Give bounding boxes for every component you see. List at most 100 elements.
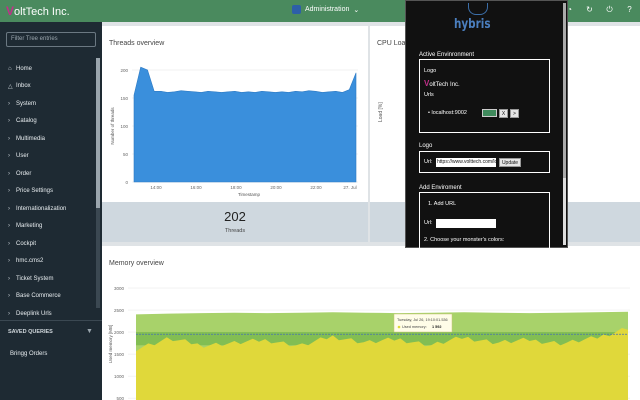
hybris-mark-icon xyxy=(468,3,488,15)
chevron-right-icon: › xyxy=(8,205,10,212)
tooltip-label: Used memory: xyxy=(402,325,427,329)
chevron-right-icon: › xyxy=(8,170,10,177)
chevron-right-icon: › xyxy=(8,293,10,300)
y-tick-label: 2000 xyxy=(114,330,125,335)
home-icon: ⌂ xyxy=(8,65,12,72)
sidebar-item-label: Order xyxy=(16,170,32,177)
bell-icon[interactable]: ◔ xyxy=(567,5,572,14)
sidebar-item-label: Base Commerce xyxy=(16,293,61,300)
chevron-right-icon: › xyxy=(8,153,10,160)
threads-count: 202 xyxy=(224,209,246,224)
y-tick-label: 100 xyxy=(120,124,128,129)
x-tick-label: 18:00 xyxy=(230,185,242,190)
cpu-title: CPU Load xyxy=(377,40,410,47)
env-color-swatch[interactable] xyxy=(482,109,497,117)
new-url-label: Url: xyxy=(424,220,433,226)
sidebar-item-cockpit[interactable]: › Cockpit xyxy=(0,235,96,253)
x-tick-label: 16:00 xyxy=(190,185,202,190)
sidebar-item-catalog[interactable]: › Catalog xyxy=(0,113,96,131)
sidebar-item-label: Price Settings xyxy=(16,188,54,195)
sidebar-item-base-commerce[interactable]: › Base Commerce xyxy=(0,288,96,306)
x-tick-label: 14:00 xyxy=(150,185,162,190)
tooltip-series-marker xyxy=(397,325,401,329)
active-env-box: Logo VoltTech Inc. Urls • localhost:9002… xyxy=(419,59,550,133)
popup-scrollbar[interactable] xyxy=(563,3,566,245)
chevron-right-icon: › xyxy=(8,188,10,195)
chevron-down-icon: ⌄ xyxy=(353,6,360,14)
sidebar-item-system[interactable]: › System xyxy=(0,95,96,113)
logo-label: Logo xyxy=(424,68,437,74)
inbox-icon: △ xyxy=(8,83,13,90)
threads-count-label: Threads xyxy=(224,228,246,234)
chevron-right-icon: › xyxy=(8,223,10,230)
filter-icon[interactable]: ▼ xyxy=(86,328,93,335)
y-tick-label: 200 xyxy=(120,68,128,73)
hybris-extension-popup: hybris Active Envinronment Logo VoltTech… xyxy=(405,0,568,250)
sidebar-item-hmc-cms2[interactable]: › hmc.cms2 xyxy=(0,253,96,271)
power-icon[interactable]: ⏻ xyxy=(606,5,613,14)
step-add-url: 1. Add URL xyxy=(428,201,457,207)
sidebar-item-price-settings[interactable]: › Price Settings xyxy=(0,183,96,201)
tooltip-value: 1 592 xyxy=(432,325,442,329)
logo-url-box: Url: https://www.volttech.com/lo Update xyxy=(419,151,550,173)
threads-chart: 200 150 100 50 0 14:00 16:00 18:00 20:00 22:00 27.… xyxy=(110,66,358,197)
logo-section-title: Logo xyxy=(419,143,433,149)
go-url-button[interactable]: > xyxy=(510,109,519,118)
y-tick-label: 150 xyxy=(120,96,128,101)
sidebar-item-label: Marketing xyxy=(16,223,43,230)
sidebar-item-internationalization[interactable]: › Internationalization xyxy=(0,200,96,218)
threads-title: Threads overview xyxy=(109,40,165,47)
update-button[interactable]: Update xyxy=(499,158,521,167)
add-env-title: Add Enviroment xyxy=(419,185,462,191)
chevron-right-icon: › xyxy=(8,240,10,247)
urls-label: Urls xyxy=(424,92,434,98)
admin-icon xyxy=(292,5,301,14)
saved-query-item[interactable]: Bringg Orders xyxy=(10,351,48,357)
sidebar-item-user[interactable]: › User xyxy=(0,148,96,166)
saved-queries-title: SAVED QUERIES xyxy=(8,329,53,335)
tooltip-date: Tuesday, Jul 26, 19:10:01.536 xyxy=(397,318,448,322)
chevron-right-icon: › xyxy=(8,258,10,265)
refresh-icon[interactable]: ↻ xyxy=(586,5,593,14)
help-icon[interactable]: ? xyxy=(627,5,632,14)
chevron-right-icon: › xyxy=(8,275,10,282)
sidebar: Filter Tree entries ⌂ Home △ Inbox › System › C… xyxy=(0,22,102,400)
sidebar-item-multimedia[interactable]: › Multimedia xyxy=(0,130,96,148)
brand-logo[interactable]: VoltTech Inc. xyxy=(6,4,70,18)
used-memory-area xyxy=(136,328,628,400)
y-tick-label: 500 xyxy=(116,396,124,400)
sidebar-item-deeplink-urls[interactable]: › Deeplink Urls xyxy=(0,305,96,323)
sidebar-item-label: Ticket System xyxy=(16,275,54,282)
remove-url-button[interactable]: X xyxy=(499,109,508,118)
active-env-title: Active Envinronment xyxy=(419,52,475,58)
chevron-right-icon: › xyxy=(8,135,10,142)
sidebar-item-label: Multimedia xyxy=(16,135,46,142)
logo-url-input[interactable]: https://www.volttech.com/lo xyxy=(436,158,496,167)
add-env-box: 1. Add URL Url: 2. Choose your monster's… xyxy=(419,192,550,250)
sidebar-item-inbox[interactable]: △ Inbox xyxy=(0,78,96,96)
memory-title: Memory overview xyxy=(109,260,164,267)
y-tick-label: 1000 xyxy=(114,374,125,379)
sidebar-item-order[interactable]: › Order xyxy=(0,165,96,183)
sidebar-item-label: Deeplink Urls xyxy=(16,310,52,317)
y-axis-label: Used memory [MB] xyxy=(108,325,113,364)
sidebar-item-label: Catalog xyxy=(16,118,37,125)
x-axis-label: Timestamp xyxy=(238,192,261,197)
sidebar-item-marketing[interactable]: › Marketing xyxy=(0,218,96,236)
x-tick-label: 20:00 xyxy=(270,185,282,190)
filter-tree-input[interactable]: Filter Tree entries xyxy=(6,32,96,47)
sidebar-item-home[interactable]: ⌂ Home xyxy=(0,60,96,78)
threads-area-series xyxy=(133,66,357,183)
sidebar-nav: ⌂ Home △ Inbox › System › Catalog › Multimedia › Us… xyxy=(0,60,96,323)
sidebar-item-label: Inbox xyxy=(16,83,31,90)
y-tick-label: 1500 xyxy=(114,352,125,357)
sidebar-item-label: System xyxy=(16,100,37,107)
new-url-input[interactable] xyxy=(436,219,496,228)
admin-menu[interactable]: Administration ⌄ xyxy=(292,5,359,14)
chevron-right-icon: › xyxy=(8,100,10,107)
sidebar-item-label: User xyxy=(16,153,29,160)
step-choose-colors: 2. Choose your monster's colors: xyxy=(424,237,505,243)
sidebar-item-ticket-system[interactable]: › Ticket System xyxy=(0,270,96,288)
sidebar-item-label: Home xyxy=(16,65,33,72)
sidebar-scroll-thumb[interactable] xyxy=(96,58,100,208)
